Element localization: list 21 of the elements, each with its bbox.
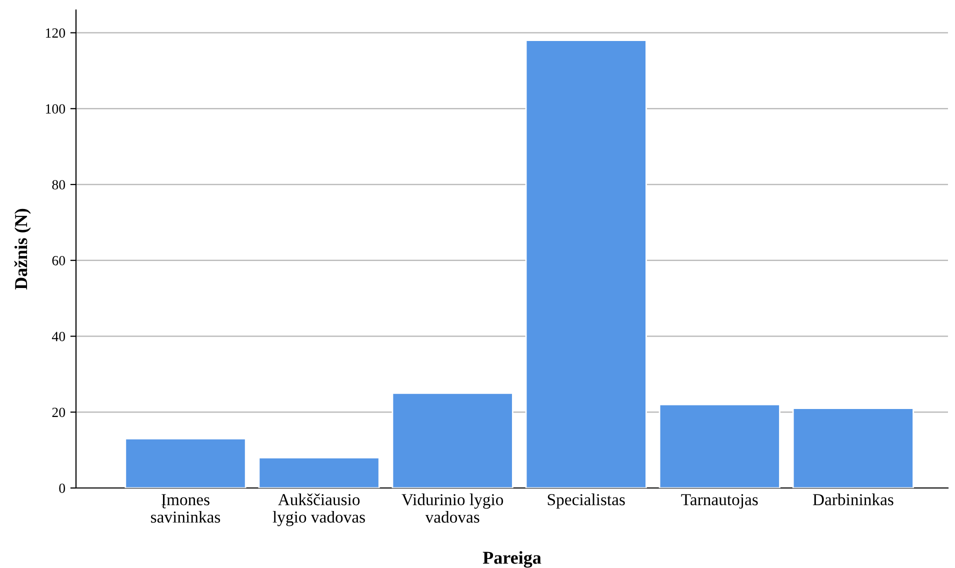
bar [525, 40, 647, 488]
y-axis-title: Dažnis (N) [14, 208, 31, 290]
y-tick-label: 40 [52, 332, 66, 342]
bar [658, 404, 780, 488]
x-tick-label: Įmones savininkas [151, 494, 220, 523]
bar [258, 456, 380, 488]
y-tick-label: 120 [46, 28, 66, 38]
x-tick-label: Specialistas [548, 494, 625, 509]
y-tick-label: 0 [59, 484, 66, 493]
x-tick-label: Tarnautojas [681, 494, 758, 509]
bar [392, 392, 514, 488]
bar [124, 438, 246, 488]
y-tick-label: 60 [52, 256, 66, 266]
x-tick-label: Aukščiausio lygio vadovas [272, 494, 365, 526]
x-tick-label: Darbininkas [812, 494, 894, 506]
y-tick-label: 80 [52, 180, 66, 190]
x-axis-title: Pareiga [482, 551, 542, 568]
y-tick-label: 100 [46, 104, 66, 114]
x-tick-label: Vidurinio lygio vadovas [402, 494, 504, 523]
y-tick-label: 20 [52, 408, 66, 418]
bar [792, 408, 914, 488]
